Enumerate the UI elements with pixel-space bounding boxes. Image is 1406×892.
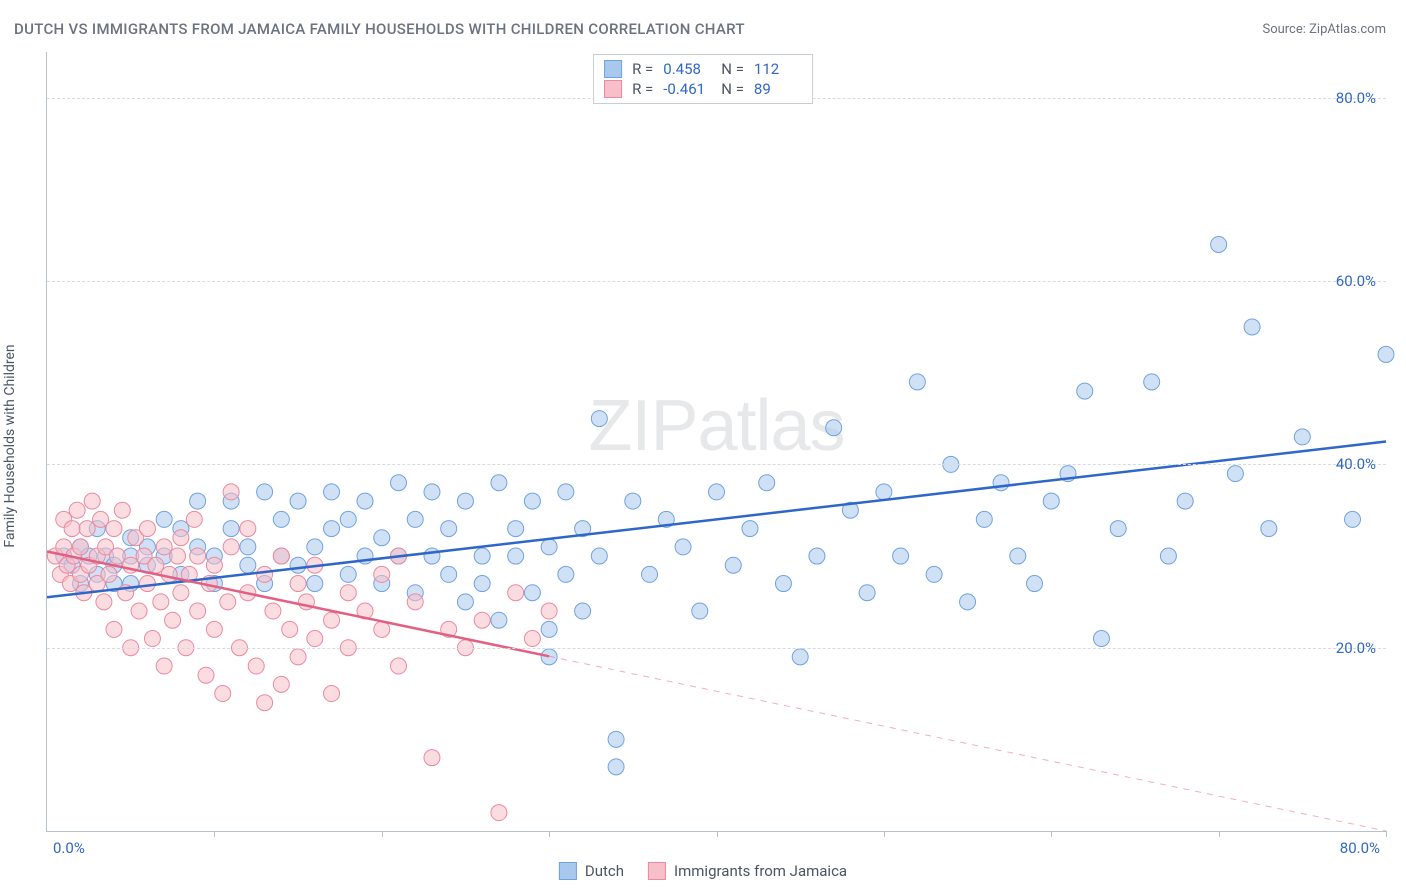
stats-legend: R = 0.458 N = 112 R = -0.461 N = 89 [593,54,813,104]
x-tick [382,831,383,837]
legend-label-jamaica: Immigrants from Jamaica [674,862,847,880]
stat-r-value: -0.461 [663,80,711,98]
stat-n-label: N = [721,80,744,98]
stat-r-value: 0.458 [663,60,711,78]
gridline [47,648,1386,649]
legend-item-jamaica: Immigrants from Jamaica [648,862,847,880]
x-max-label: 80.0% [1340,839,1380,857]
y-tick-label: 60.0% [1336,272,1376,290]
source-label: Source: ZipAtlas.com [1262,22,1386,37]
stats-swatch [604,60,622,78]
stat-r-label: R = [632,80,653,98]
stat-n-label: N = [721,60,744,78]
x-tick [1051,831,1052,837]
swatch-jamaica [648,862,666,880]
gridline [47,464,1386,465]
legend-label-dutch: Dutch [585,862,624,880]
series-legend: Dutch Immigrants from Jamaica [559,862,847,880]
x-tick [1219,831,1220,837]
stat-n-value: 112 [754,60,802,78]
y-tick-label: 80.0% [1336,89,1376,107]
chart-title: DUTCH VS IMMIGRANTS FROM JAMAICA FAMILY … [14,20,745,38]
gridline [47,281,1386,282]
x-origin-label: 0.0% [53,839,85,857]
legend-item-dutch: Dutch [559,862,624,880]
stat-n-value: 89 [754,80,802,98]
stats-row: R = 0.458 N = 112 [604,59,802,79]
x-tick [549,831,550,837]
x-tick [717,831,718,837]
x-tick [884,831,885,837]
stats-swatch [604,80,622,98]
y-tick-label: 20.0% [1336,639,1376,657]
plot-area: ZIPatlas 0.0% 80.0% 20.0%40.0%60.0%80.0% [46,52,1386,832]
y-tick-label: 40.0% [1336,455,1376,473]
x-tick [1386,831,1387,837]
x-tick [214,831,215,837]
scatter-svg [47,52,1386,831]
stat-r-label: R = [632,60,653,78]
y-axis-label: Family Households with Children [2,344,18,547]
swatch-dutch [559,862,577,880]
stats-row: R = -0.461 N = 89 [604,79,802,99]
